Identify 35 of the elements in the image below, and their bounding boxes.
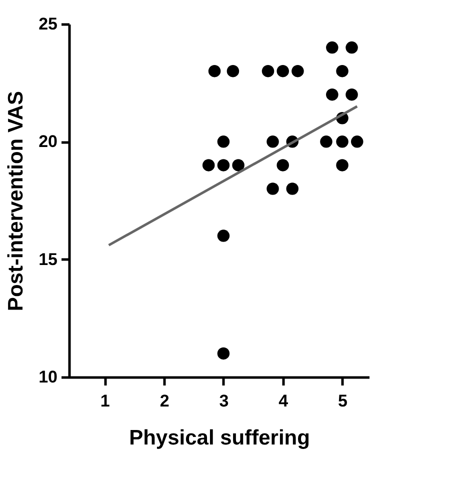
point	[336, 64, 348, 78]
x-tick-label: 4	[278, 392, 289, 410]
point	[266, 136, 279, 148]
point	[320, 136, 332, 148]
point	[262, 64, 274, 78]
point	[217, 347, 230, 360]
point	[336, 159, 348, 172]
y-axis-title: Post-intervention VAS	[4, 90, 28, 312]
y-tick-label: 15	[38, 250, 58, 269]
point	[202, 159, 215, 172]
point	[326, 88, 338, 101]
point	[226, 64, 240, 78]
point	[350, 136, 364, 148]
point	[266, 182, 279, 195]
point	[217, 159, 230, 172]
point	[286, 182, 298, 195]
point	[346, 41, 358, 54]
point	[276, 64, 289, 78]
point	[326, 41, 338, 54]
point	[217, 136, 230, 148]
y-tick-label: 20	[38, 132, 58, 152]
point	[276, 159, 289, 172]
x-tick-label: 1	[100, 392, 110, 410]
point	[346, 88, 358, 101]
point	[336, 136, 348, 148]
y-tick-label: 25	[38, 14, 58, 34]
y-tick-label: 10	[38, 368, 58, 386]
x-tick-label: 3	[219, 392, 229, 410]
point	[292, 64, 304, 78]
point	[232, 159, 244, 172]
x-tick-label: 2	[160, 392, 170, 410]
x-tick-label: 5	[338, 392, 348, 410]
x-axis-title: Physical suffering	[129, 426, 310, 450]
point	[217, 230, 230, 242]
point	[208, 64, 221, 78]
